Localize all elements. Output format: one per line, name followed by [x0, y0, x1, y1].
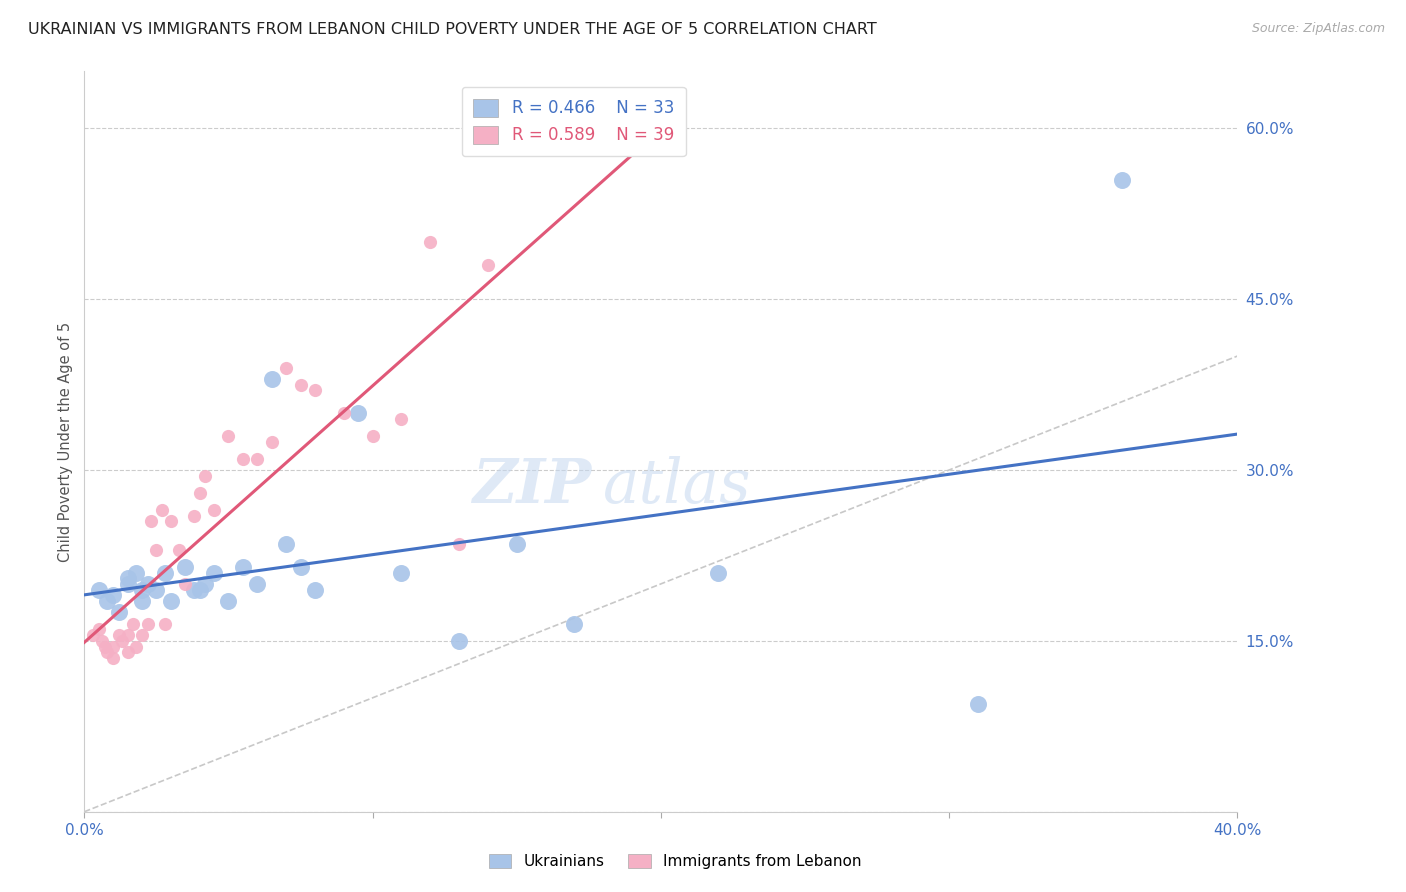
Point: [449, 633, 471, 648]
Point: [131, 582, 153, 597]
Point: [1111, 172, 1133, 186]
Point: [139, 514, 162, 528]
Point: [333, 406, 356, 420]
Point: [246, 451, 269, 466]
Point: [232, 451, 254, 466]
Point: [276, 360, 298, 375]
Point: [391, 411, 413, 425]
Point: [103, 640, 124, 654]
Point: [93, 640, 115, 654]
Point: [153, 566, 176, 580]
Point: [188, 485, 211, 500]
Point: [96, 645, 118, 659]
Point: [117, 628, 139, 642]
Point: [136, 577, 159, 591]
Point: [131, 594, 153, 608]
Point: [103, 588, 124, 602]
Text: atlas: atlas: [603, 456, 752, 516]
Point: [136, 616, 159, 631]
Point: [117, 645, 139, 659]
Point: [108, 628, 131, 642]
Point: [218, 594, 240, 608]
Point: [290, 559, 312, 574]
Point: [304, 582, 326, 597]
Point: [707, 566, 730, 580]
Point: [90, 633, 112, 648]
Point: [122, 616, 145, 631]
Point: [246, 577, 269, 591]
Point: [125, 640, 148, 654]
Point: [160, 594, 183, 608]
Point: [117, 571, 139, 585]
Point: [188, 582, 211, 597]
Point: [174, 559, 197, 574]
Point: [564, 616, 586, 631]
Point: [194, 468, 217, 483]
Point: [260, 434, 283, 449]
Point: [232, 559, 254, 574]
Point: [202, 566, 225, 580]
Point: [260, 372, 283, 386]
Point: [304, 384, 326, 398]
Point: [391, 566, 413, 580]
Point: [290, 377, 312, 392]
Point: [347, 406, 370, 420]
Point: [169, 542, 191, 557]
Point: [145, 542, 167, 557]
Point: [218, 429, 240, 443]
Text: Source: ZipAtlas.com: Source: ZipAtlas.com: [1251, 22, 1385, 36]
Point: [202, 503, 225, 517]
Point: [87, 582, 110, 597]
Point: [506, 537, 529, 551]
Point: [174, 577, 197, 591]
Point: [967, 697, 990, 711]
Point: [150, 503, 173, 517]
Point: [183, 582, 205, 597]
Point: [111, 633, 134, 648]
Point: [477, 258, 499, 272]
Point: [183, 508, 205, 523]
Point: [125, 566, 148, 580]
Point: [194, 577, 217, 591]
Y-axis label: Child Poverty Under the Age of 5: Child Poverty Under the Age of 5: [58, 321, 73, 562]
Point: [361, 429, 384, 443]
Point: [87, 623, 110, 637]
Point: [276, 537, 298, 551]
Point: [103, 651, 124, 665]
Point: [108, 606, 131, 620]
Point: [160, 514, 183, 528]
Point: [82, 628, 104, 642]
Legend: R = 0.466    N = 33, R = 0.589    N = 39: R = 0.466 N = 33, R = 0.589 N = 39: [461, 87, 686, 156]
Text: ZIP: ZIP: [472, 456, 592, 516]
Point: [145, 582, 167, 597]
Legend: Ukrainians, Immigrants from Lebanon: Ukrainians, Immigrants from Lebanon: [482, 848, 868, 875]
Point: [96, 594, 118, 608]
Point: [419, 235, 441, 250]
Point: [449, 537, 471, 551]
Point: [131, 628, 153, 642]
Text: UKRAINIAN VS IMMIGRANTS FROM LEBANON CHILD POVERTY UNDER THE AGE OF 5 CORRELATIO: UKRAINIAN VS IMMIGRANTS FROM LEBANON CHI…: [28, 22, 877, 37]
Point: [117, 577, 139, 591]
Point: [153, 616, 176, 631]
